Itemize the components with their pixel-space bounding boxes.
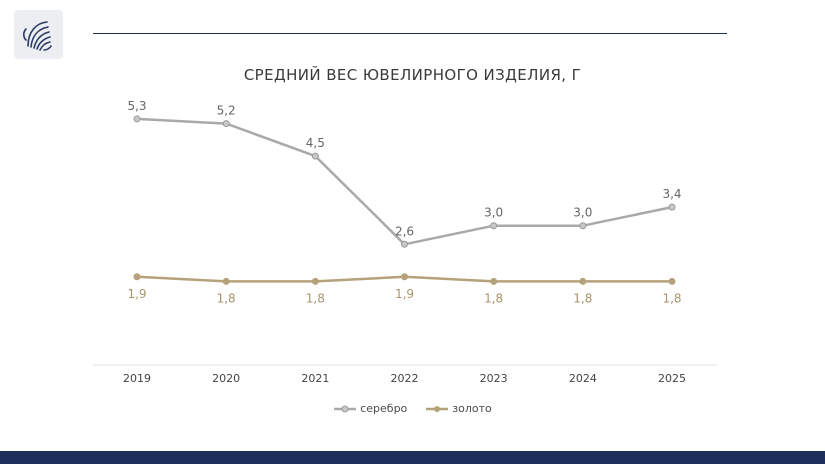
x-tick-label: 2025 <box>658 372 686 385</box>
x-tick-label: 2020 <box>212 372 240 385</box>
data-point-silver <box>579 222 587 230</box>
chart-title: СРЕДНИЙ ВЕС ЮВЕЛИРНОГО ИЗДЕЛИЯ, Г <box>243 66 582 84</box>
data-label-gold: 1,8 <box>573 291 592 305</box>
data-point-gold <box>222 277 230 285</box>
data-label-gold: 1,9 <box>395 287 414 301</box>
x-tick-label: 2022 <box>391 372 419 385</box>
legend-item-gold: золото <box>425 402 492 415</box>
footer-bar <box>0 451 825 464</box>
data-point-gold <box>668 277 676 285</box>
data-point-silver <box>490 222 498 230</box>
data-point-silver <box>668 203 676 211</box>
legend-swatch-gold <box>426 405 449 412</box>
data-label-gold: 1,8 <box>662 291 681 305</box>
legend-label-gold: золото <box>452 402 492 415</box>
medusa-head-icon <box>22 21 52 51</box>
data-label-silver: 5,2 <box>217 104 236 118</box>
data-label-silver: 2,6 <box>395 224 414 238</box>
x-tick-label: 2024 <box>569 372 597 385</box>
chart-legend: серебро золото <box>0 402 825 415</box>
data-label-silver: 3,0 <box>573 206 592 220</box>
x-tick-label: 2023 <box>480 372 508 385</box>
data-point-silver <box>311 152 319 160</box>
data-point-gold <box>579 277 587 285</box>
data-point-gold <box>401 273 408 281</box>
data-point-gold <box>133 273 141 281</box>
data-point-silver <box>401 240 408 248</box>
data-label-silver: 3,0 <box>484 206 503 220</box>
data-label-gold: 1,9 <box>127 287 146 301</box>
data-label-silver: 4,5 <box>306 136 325 150</box>
x-tick-label: 2019 <box>123 372 151 385</box>
line-chart: 5,3 5,2 4,5 2,6 3,0 3,0 3,4 1,9 1,8 1,8 1,9 1,8 1,8 1… <box>93 99 717 385</box>
header-divider <box>93 33 727 34</box>
legend-swatch-silver <box>334 405 357 412</box>
data-point-gold <box>490 277 498 285</box>
data-label-gold: 1,8 <box>217 291 236 305</box>
legend-label-silver: серебро <box>360 402 408 415</box>
data-point-gold <box>311 277 319 285</box>
data-label-gold: 1,8 <box>484 291 503 305</box>
data-label-silver: 3,4 <box>662 187 681 201</box>
legend-item-silver: серебро <box>333 402 407 415</box>
company-logo <box>14 10 63 59</box>
data-label-silver: 5,3 <box>127 99 146 113</box>
x-tick-label: 2021 <box>301 372 329 385</box>
data-point-silver <box>133 115 141 123</box>
data-point-silver <box>222 120 230 128</box>
data-label-gold: 1,8 <box>306 291 325 305</box>
